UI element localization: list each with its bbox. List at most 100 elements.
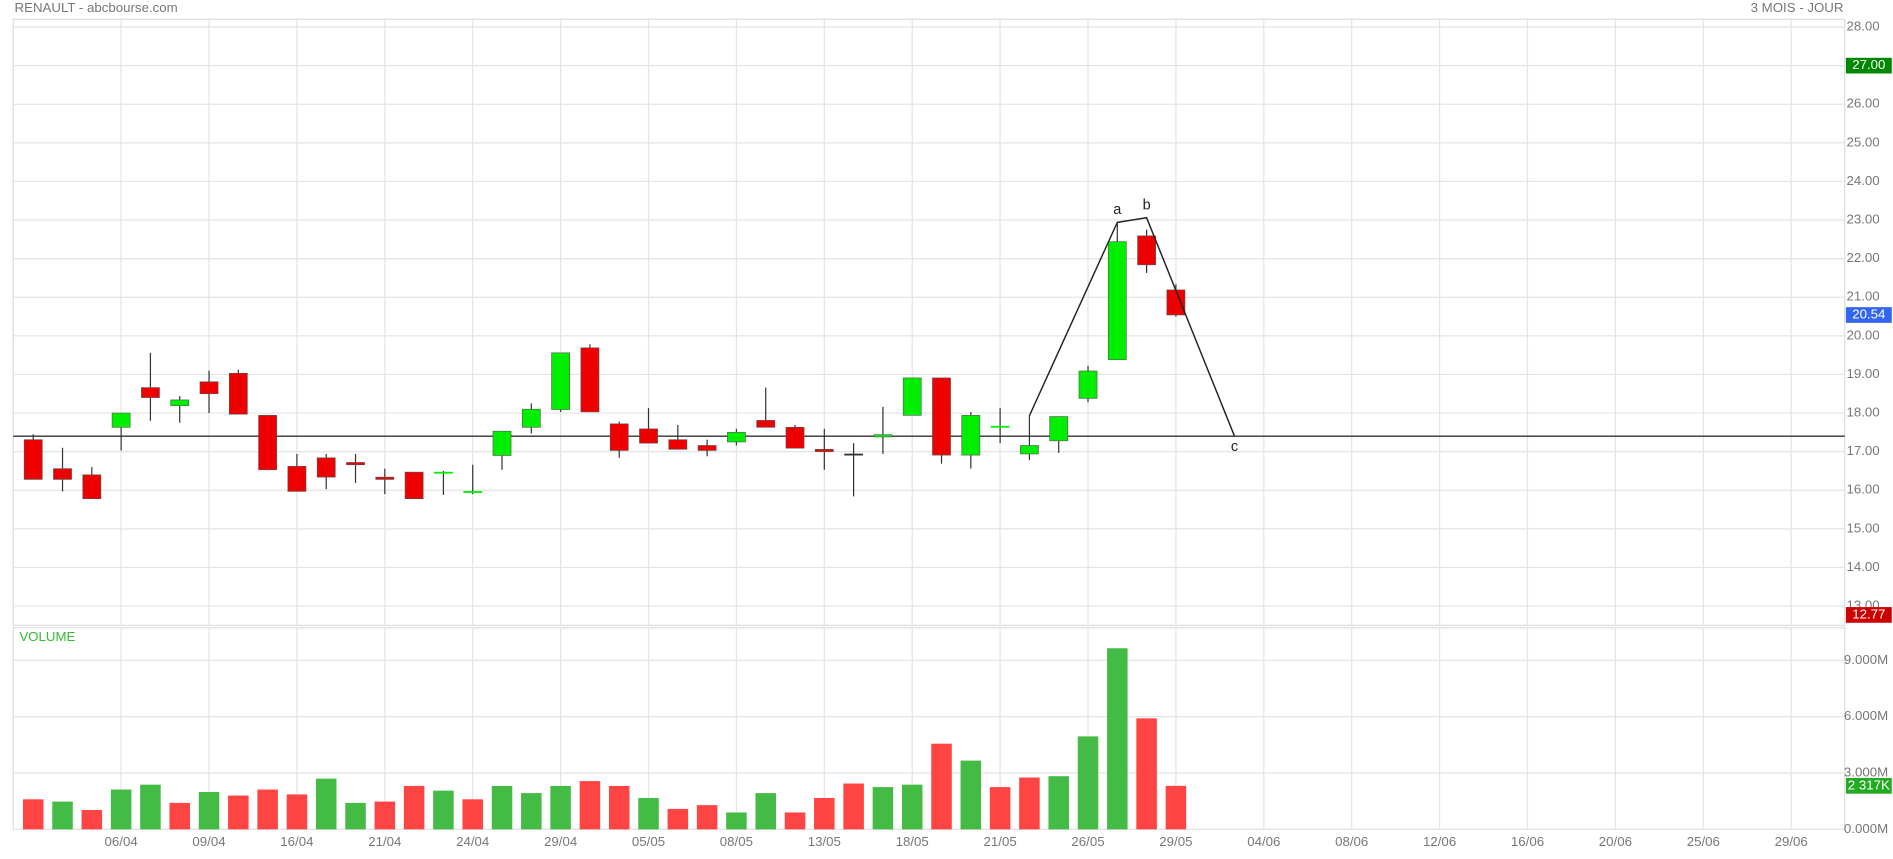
x-tick-label: 29/04 [544,834,577,849]
candle-body [727,432,746,443]
candle-body [521,408,541,428]
volume-tick-label: 6.000M [1844,708,1888,723]
y-tick-label: 25.00 [1846,134,1879,149]
drawing-label: a [1113,202,1122,218]
volume-bar [667,808,689,830]
volume-bar [1048,776,1069,830]
volume-bar [960,760,982,830]
volume-bar [784,812,806,830]
volume-title: VOLUME [19,629,75,644]
candle-body [434,471,453,474]
candle-body [1107,241,1127,361]
x-tick-label: 12/06 [1423,834,1456,849]
candle-body [316,457,336,478]
x-tick-label: 16/06 [1511,834,1544,849]
candle-body [141,387,160,398]
volume-bar [433,790,454,830]
y-tick-label: 16.00 [1846,482,1879,497]
volume-bar [989,787,1011,830]
volume-bar [403,785,425,830]
volume-bar [491,785,513,830]
price-marker-label: 12.77 [1852,606,1885,621]
y-tick-label: 26.00 [1846,96,1879,111]
candle-body [551,352,570,410]
candle-body [844,453,863,456]
volume-bar [550,785,571,830]
candle-body [668,439,688,450]
candle-body [1137,235,1156,266]
candle-body [492,430,512,456]
candle-body [697,445,717,451]
volume-bar [726,812,747,830]
x-tick-label: 05/05 [632,834,665,849]
x-tick-label: 29/05 [1159,834,1192,849]
volume-bar [81,810,103,830]
candle-body [53,468,72,480]
volume-bar [843,783,864,830]
y-tick-label: 24.00 [1846,173,1879,188]
y-tick-label: 28.00 [1846,19,1879,34]
candle-body [170,399,190,407]
y-tick-label: 14.00 [1846,559,1879,574]
x-tick-label: 20/06 [1599,834,1632,849]
candle-body [199,381,219,395]
volume-bar [140,784,161,830]
volume-bar [286,794,308,830]
volume-bar [22,799,44,830]
price-frame [12,18,1846,626]
volume-bar [814,797,835,830]
y-tick-label: 23.00 [1846,212,1879,227]
candle-body [111,412,131,428]
volume-bar [1077,736,1099,830]
candle-body [902,377,922,416]
volume-bar [110,789,132,830]
y-tick-label: 15.00 [1846,520,1879,535]
volume-bar [228,795,249,830]
chart-title: RENAULT - abcbourse.com [15,0,178,15]
candle-body [785,427,805,449]
y-tick-label: 21.00 [1846,289,1879,304]
volume-marker-label: 2 317K [1848,777,1890,792]
y-tick-label: 20.00 [1846,327,1879,342]
x-tick-label: 18/05 [896,834,929,849]
price-marker [1845,57,1892,74]
volume-bar [872,787,894,830]
trend-drawing [1028,216,1236,437]
volume-tick-label: 3.000M [1844,765,1888,780]
candle-body [23,439,43,480]
volume-tick-label: 9.000M [1844,652,1888,667]
x-tick-label: 29/06 [1775,834,1808,849]
y-tick-label: 22.00 [1846,250,1879,265]
y-tick-label: 19.00 [1846,366,1879,381]
candle-body [375,476,395,480]
volume-bar [638,797,659,830]
candle-body [961,415,981,456]
candle-body [82,474,102,500]
drawing-label: b [1143,197,1151,213]
volume-bar [52,801,73,830]
volume-bar [696,805,718,830]
volume-bar [169,802,190,830]
x-tick-label: 04/06 [1247,834,1280,849]
candle-body [228,372,248,415]
candle-body [346,462,365,466]
volume-tick-label: 0.000M [1844,821,1888,836]
candle-body [404,471,424,500]
volume-bar [521,793,542,830]
candle-body [1020,445,1039,455]
candle-body [932,377,951,456]
candle-body [287,466,307,492]
candle-body [814,449,834,452]
candle-body [609,423,629,451]
candle-body [873,434,893,438]
volume-bar [755,793,776,830]
price-marker-label: 27.00 [1852,57,1885,72]
volume-bar [608,785,630,830]
x-tick-label: 21/05 [984,834,1017,849]
candle-body [580,347,600,413]
volume-bar [1019,777,1040,830]
x-tick-label: 06/04 [105,834,138,849]
x-tick-label: 24/04 [456,834,489,849]
